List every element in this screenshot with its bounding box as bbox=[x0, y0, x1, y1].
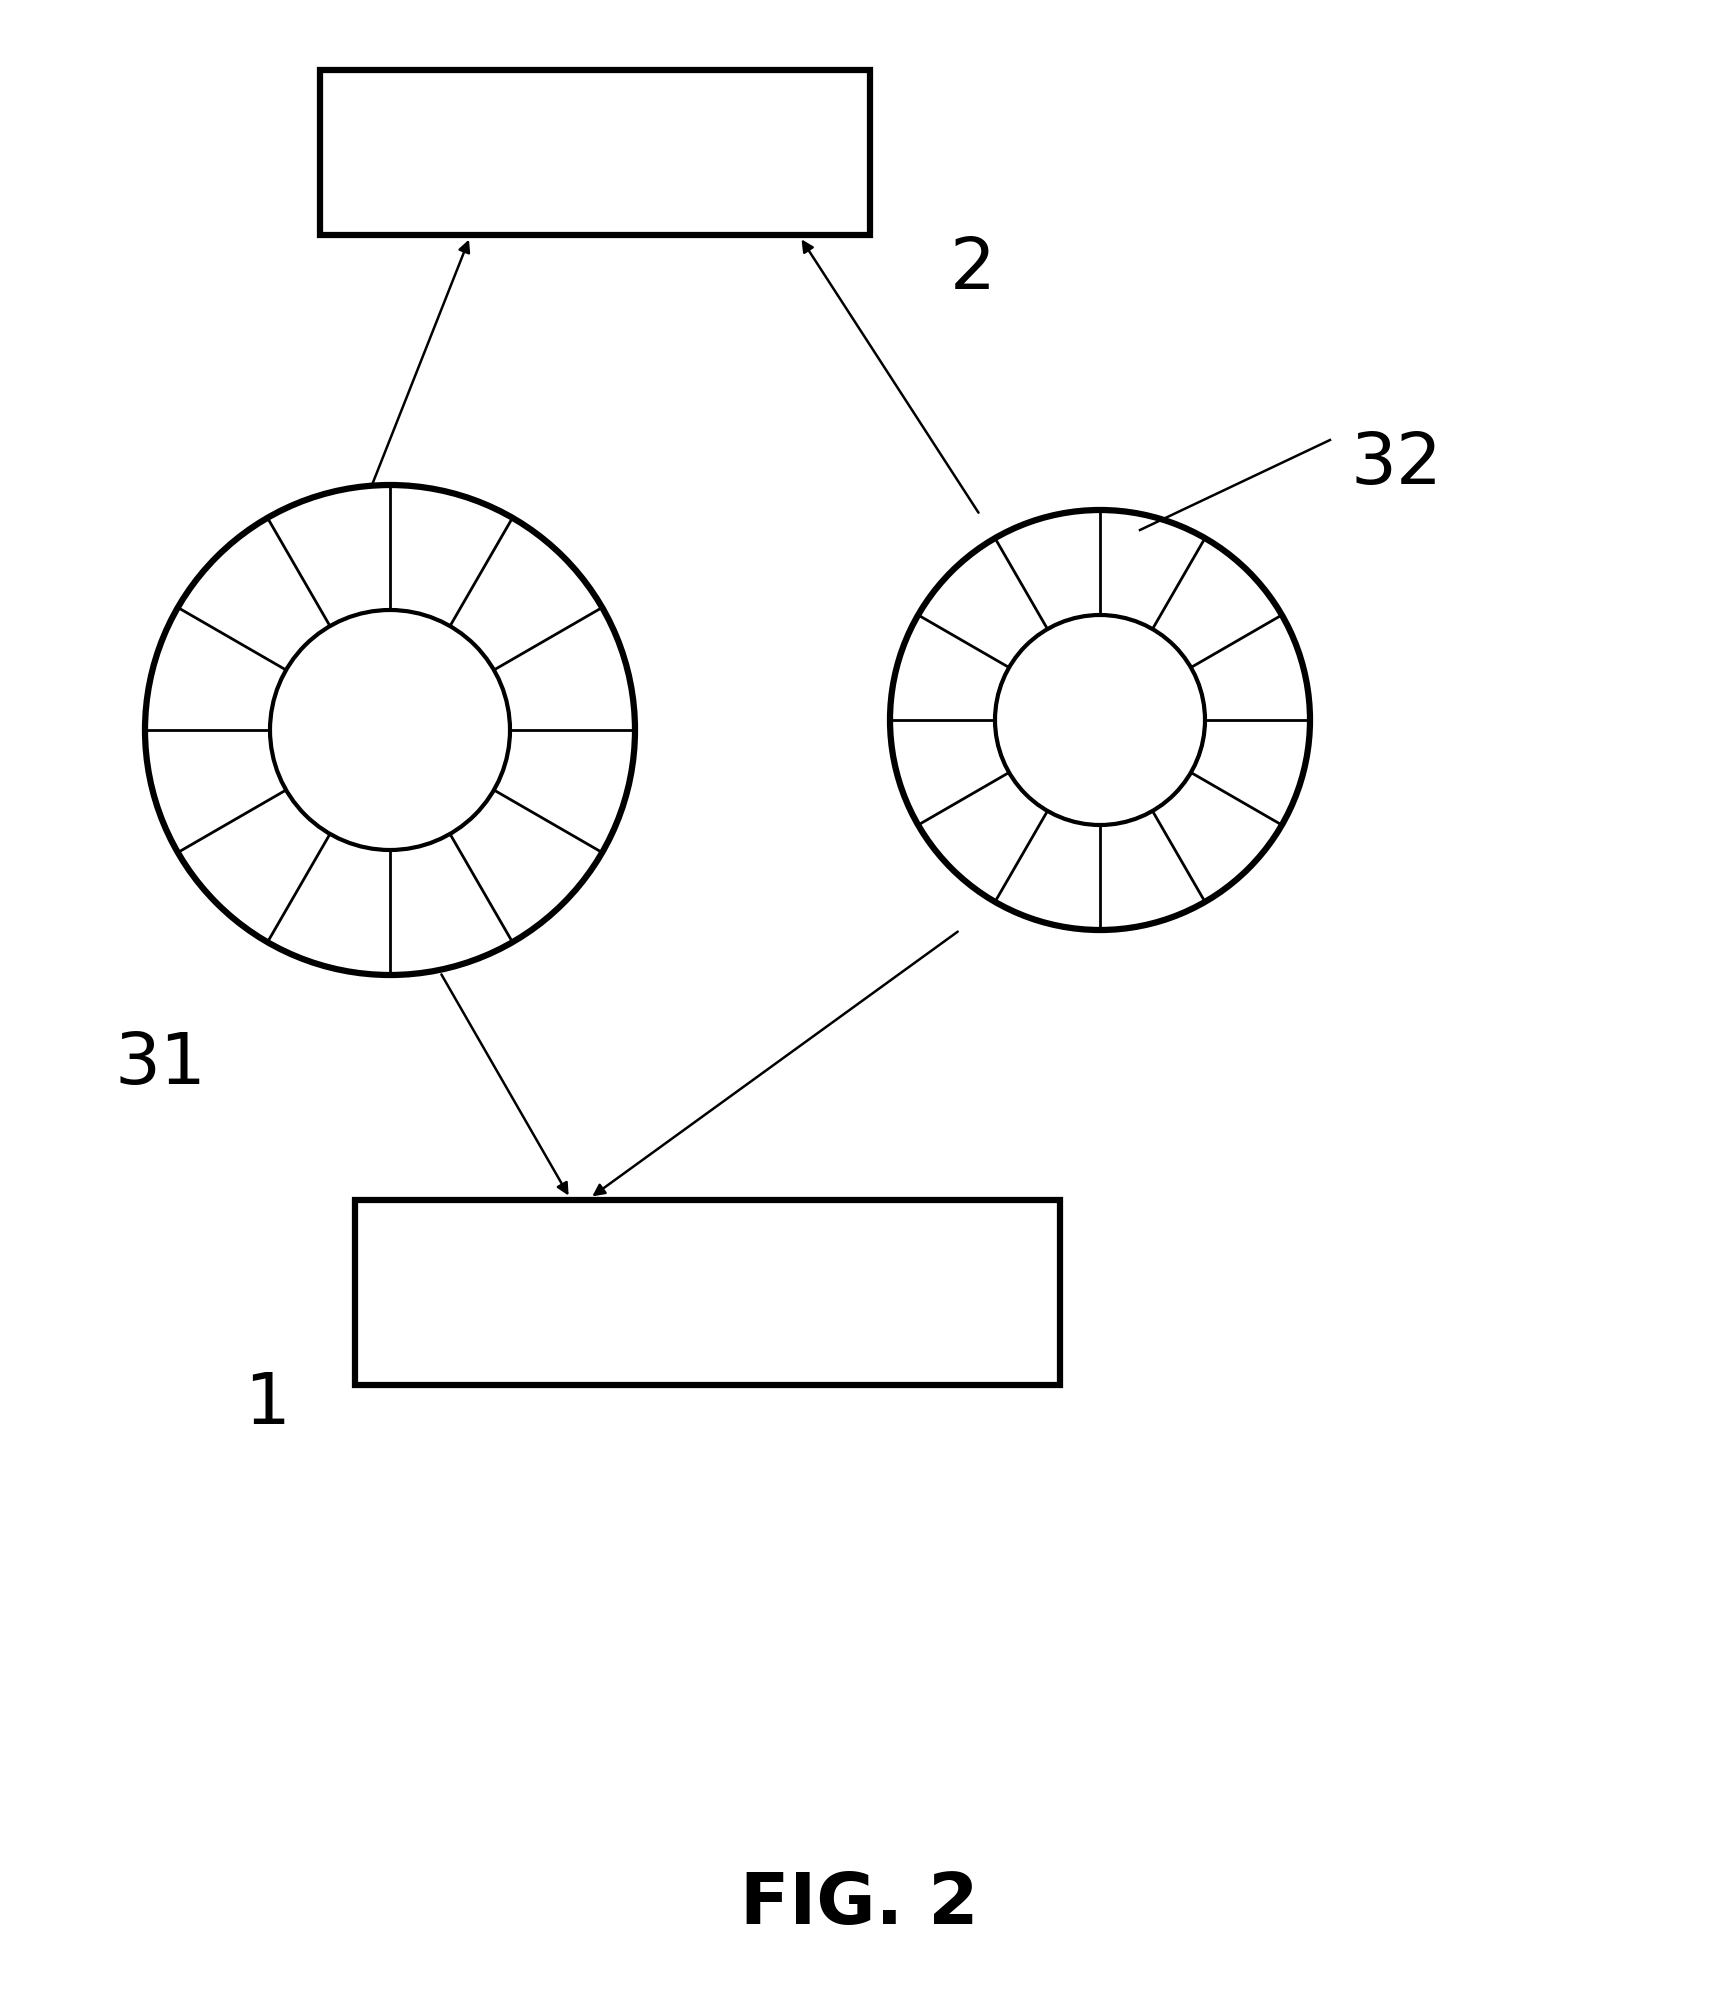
Text: FIG. 2: FIG. 2 bbox=[740, 1870, 978, 1939]
Bar bbox=[356, 1201, 1060, 1386]
Circle shape bbox=[270, 609, 510, 850]
Text: 2: 2 bbox=[950, 235, 996, 305]
Circle shape bbox=[995, 615, 1204, 824]
Circle shape bbox=[144, 486, 636, 976]
Bar bbox=[320, 70, 869, 235]
Text: 1: 1 bbox=[244, 1370, 290, 1439]
Text: 31: 31 bbox=[115, 1029, 206, 1099]
Circle shape bbox=[890, 510, 1311, 930]
Text: 32: 32 bbox=[1350, 430, 1441, 500]
